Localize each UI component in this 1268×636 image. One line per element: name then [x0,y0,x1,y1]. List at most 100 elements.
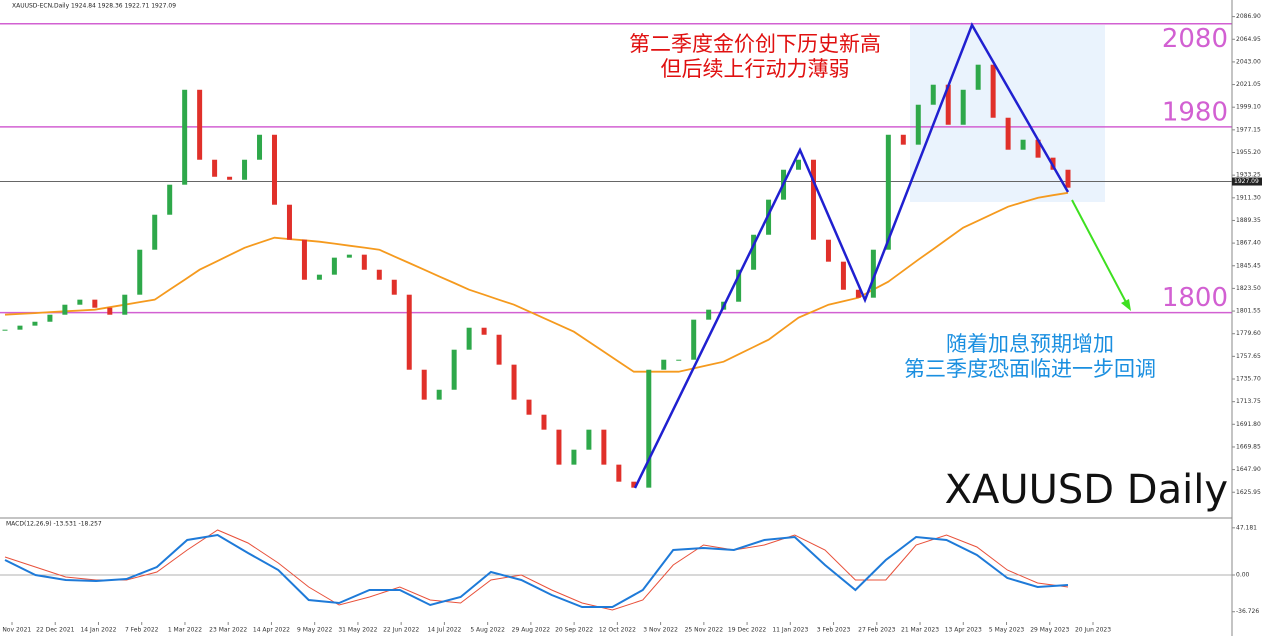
x-tick-label: 22 Jun 2022 [383,627,419,634]
x-tick-label: 14 Jul 2022 [427,627,461,634]
candle [706,309,712,320]
y-tick-label: 1625.95 [1236,489,1261,496]
candle [137,249,143,295]
candle [496,334,502,365]
y-tick-label: 1889.35 [1236,217,1261,224]
y-tick-label: 1779.60 [1236,330,1261,337]
candle [825,239,831,262]
candle [930,84,936,105]
candle [2,329,8,331]
candle [122,294,128,315]
level-label: 1800 [1162,283,1228,313]
candle [62,304,68,315]
candle [960,89,966,125]
candle [286,204,292,240]
candle [346,254,352,258]
candle [646,369,652,488]
candle [212,159,218,177]
annotation: 但后续上行动力薄弱 [661,57,850,81]
candle [586,429,592,450]
candle [227,176,233,180]
level-label: 1980 [1162,97,1228,127]
candle [840,261,846,290]
y-tick-label: 2086.90 [1236,13,1261,20]
highlight-zone [910,25,1105,202]
candle [301,239,307,280]
y-tick-label: 1911.30 [1236,194,1261,201]
candle [197,89,203,160]
candle [107,307,113,315]
y-tick-label: 2021.05 [1236,81,1261,88]
candle [915,104,921,145]
y-tick-label: 1647.90 [1236,466,1261,473]
y-tick-label: 1691.80 [1236,421,1261,428]
x-tick-label: 11 Jan 2023 [772,627,808,634]
current-price-label: 1927.09 [1234,178,1259,185]
current-price-tag [1232,177,1262,186]
x-tick-label: 14 Apr 2022 [253,627,290,634]
candle [616,464,622,482]
y-tick-label: 1801.55 [1236,308,1261,315]
candle [855,289,861,298]
candle [167,184,173,215]
level-label: 2080 [1162,24,1228,54]
candle [1065,169,1071,188]
x-tick-label: 3 Feb 2023 [817,627,851,634]
candle [975,64,981,90]
x-tick-label: 12 Oct 2022 [599,627,636,634]
x-tick-label: 30 Nov 2021 [0,627,31,634]
trend-lines [633,22,1131,489]
candle [900,134,906,145]
trend-line [633,22,1070,489]
x-tick-label: 27 Feb 2023 [858,627,896,634]
annotation: 第二季度金价创下历史新高 [629,32,881,56]
candle [361,254,367,270]
candle [271,134,277,205]
annotations: 第二季度金价创下历史新高但后续上行动力薄弱随着加息预期增加第三季度恐面临进一步回… [629,32,1156,381]
y-tick-label: 1955.20 [1236,149,1261,156]
candle [945,84,951,125]
candle [571,449,577,465]
macd-main-line [4,533,1069,608]
candle [331,257,337,275]
y-tick-label: 1823.50 [1236,285,1261,292]
y-tick-label: 2043.00 [1236,58,1261,65]
candle [421,369,427,400]
macd-tick-label: -36.726 [1236,608,1259,615]
candle [376,269,382,280]
candle [990,64,996,118]
macd-label: MACD(12,26,9) -13.531 -18.257 [6,521,102,528]
x-tick-label: 13 Apr 2023 [945,627,982,634]
candle [1035,139,1041,158]
candle [1020,139,1026,150]
header: XAUUSD-ECN,Daily 1924.84 1928.36 1922.71… [12,3,176,10]
y-tick-label: 1867.40 [1236,240,1261,247]
candle [406,294,412,370]
x-tick-label: 21 Mar 2023 [901,627,939,634]
annotation: 随着加息预期增加 [946,332,1114,356]
candle [182,89,188,185]
candle [631,481,637,488]
moving-average [4,191,1069,373]
x-tick-label: 14 Jan 2022 [80,627,116,634]
candle [526,399,532,415]
candle [242,159,248,180]
candle [391,279,397,295]
candle [436,389,442,400]
x-tick-label: 19 Dec 2022 [728,627,767,634]
grid-layer [0,16,1235,625]
y-tick-label: 1845.45 [1236,262,1261,269]
y-tick-label: 1713.75 [1236,398,1261,405]
x-tick-label: 29 May 2023 [1030,627,1069,634]
candle [556,429,562,465]
x-tick-label: 20 Jun 2023 [1075,627,1111,634]
candle [152,214,158,250]
candle [17,325,23,330]
candle [1005,117,1011,150]
x-tick-label: 31 May 2022 [338,627,377,634]
candle [451,349,457,390]
x-tick-label: 29 Aug 2022 [512,627,551,634]
y-tick-label: 1669.85 [1236,443,1261,450]
candle [466,327,472,350]
